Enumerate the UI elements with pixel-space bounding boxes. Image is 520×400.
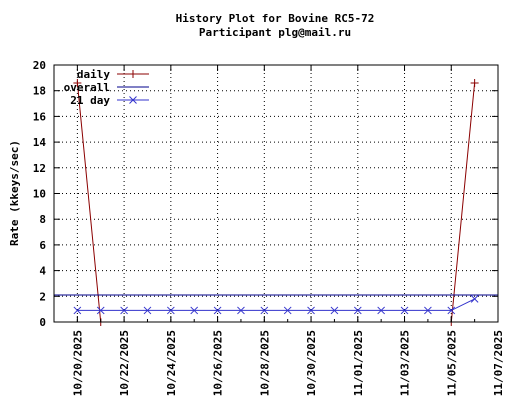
x-marker-b xyxy=(400,306,409,315)
x-marker-b xyxy=(73,306,82,315)
legend-label: 21 day xyxy=(70,94,110,107)
y-tick-label: 2 xyxy=(39,290,46,303)
x-marker-b xyxy=(424,306,432,315)
chart-title: History Plot for Bovine RC5-72 xyxy=(176,12,375,25)
x-marker-b xyxy=(330,306,339,315)
x-tick-label: 10/22/2025 xyxy=(118,330,131,396)
y-tick-label: 14 xyxy=(33,136,47,149)
series-line-daily xyxy=(76,82,476,323)
x-marker-b xyxy=(96,306,105,315)
y-tick-label: 16 xyxy=(33,110,47,123)
plot-frame xyxy=(53,64,499,323)
x-tick-label: 10/30/2025 xyxy=(305,330,318,396)
x-marker-b xyxy=(143,306,152,315)
y-tick-label: 18 xyxy=(33,85,46,98)
x-marker-b xyxy=(307,306,315,315)
x-tick-label: 11/01/2025 xyxy=(352,330,365,396)
y-tick-label: 10 xyxy=(33,188,46,201)
y-tick-label: 8 xyxy=(39,213,46,226)
series-line-21-day xyxy=(77,298,475,311)
x-marker-b xyxy=(470,295,479,303)
x-tick-label: 10/26/2025 xyxy=(212,330,225,396)
y-tick-label: 6 xyxy=(39,239,46,252)
y-tick-label: 12 xyxy=(33,162,46,175)
grid xyxy=(54,65,498,322)
x-marker-b xyxy=(120,306,128,315)
legend-label: overall xyxy=(64,81,110,94)
x-marker-b xyxy=(213,306,222,315)
x-marker-b xyxy=(377,306,386,315)
x-marker-b xyxy=(283,306,292,315)
x-tick-label: 11/05/2025 xyxy=(445,330,458,396)
x-tick-label: 11/07/2025 xyxy=(492,330,505,396)
series-layer xyxy=(54,78,498,326)
axes: 0 2 4 6 8 10 12 14 16 18 20 10/20/2025 10/22/2025 10/… xyxy=(33,59,505,396)
x-marker-b xyxy=(166,306,175,315)
y-axis-label: Rate (kkeys/sec) xyxy=(8,140,21,246)
x-marker-b xyxy=(353,306,362,315)
x-tick-label: 10/28/2025 xyxy=(258,330,271,396)
x-tick-label: 11/03/2025 xyxy=(399,330,412,396)
y-tick-label: 0 xyxy=(39,316,46,329)
y-tick-label: 4 xyxy=(39,265,46,278)
x-marker-b xyxy=(129,96,137,104)
chart-subtitle: Participant plg@mail.ru xyxy=(199,26,351,39)
x-tick-label: 10/24/2025 xyxy=(165,330,178,396)
legend-label: daily xyxy=(77,68,110,81)
x-tick-label: 10/20/2025 xyxy=(71,330,84,396)
x-marker-b xyxy=(447,306,456,315)
x-marker-b xyxy=(260,306,269,315)
x-marker-b xyxy=(190,306,199,315)
y-tick-label: 20 xyxy=(33,59,46,72)
x-marker-b xyxy=(237,306,245,315)
